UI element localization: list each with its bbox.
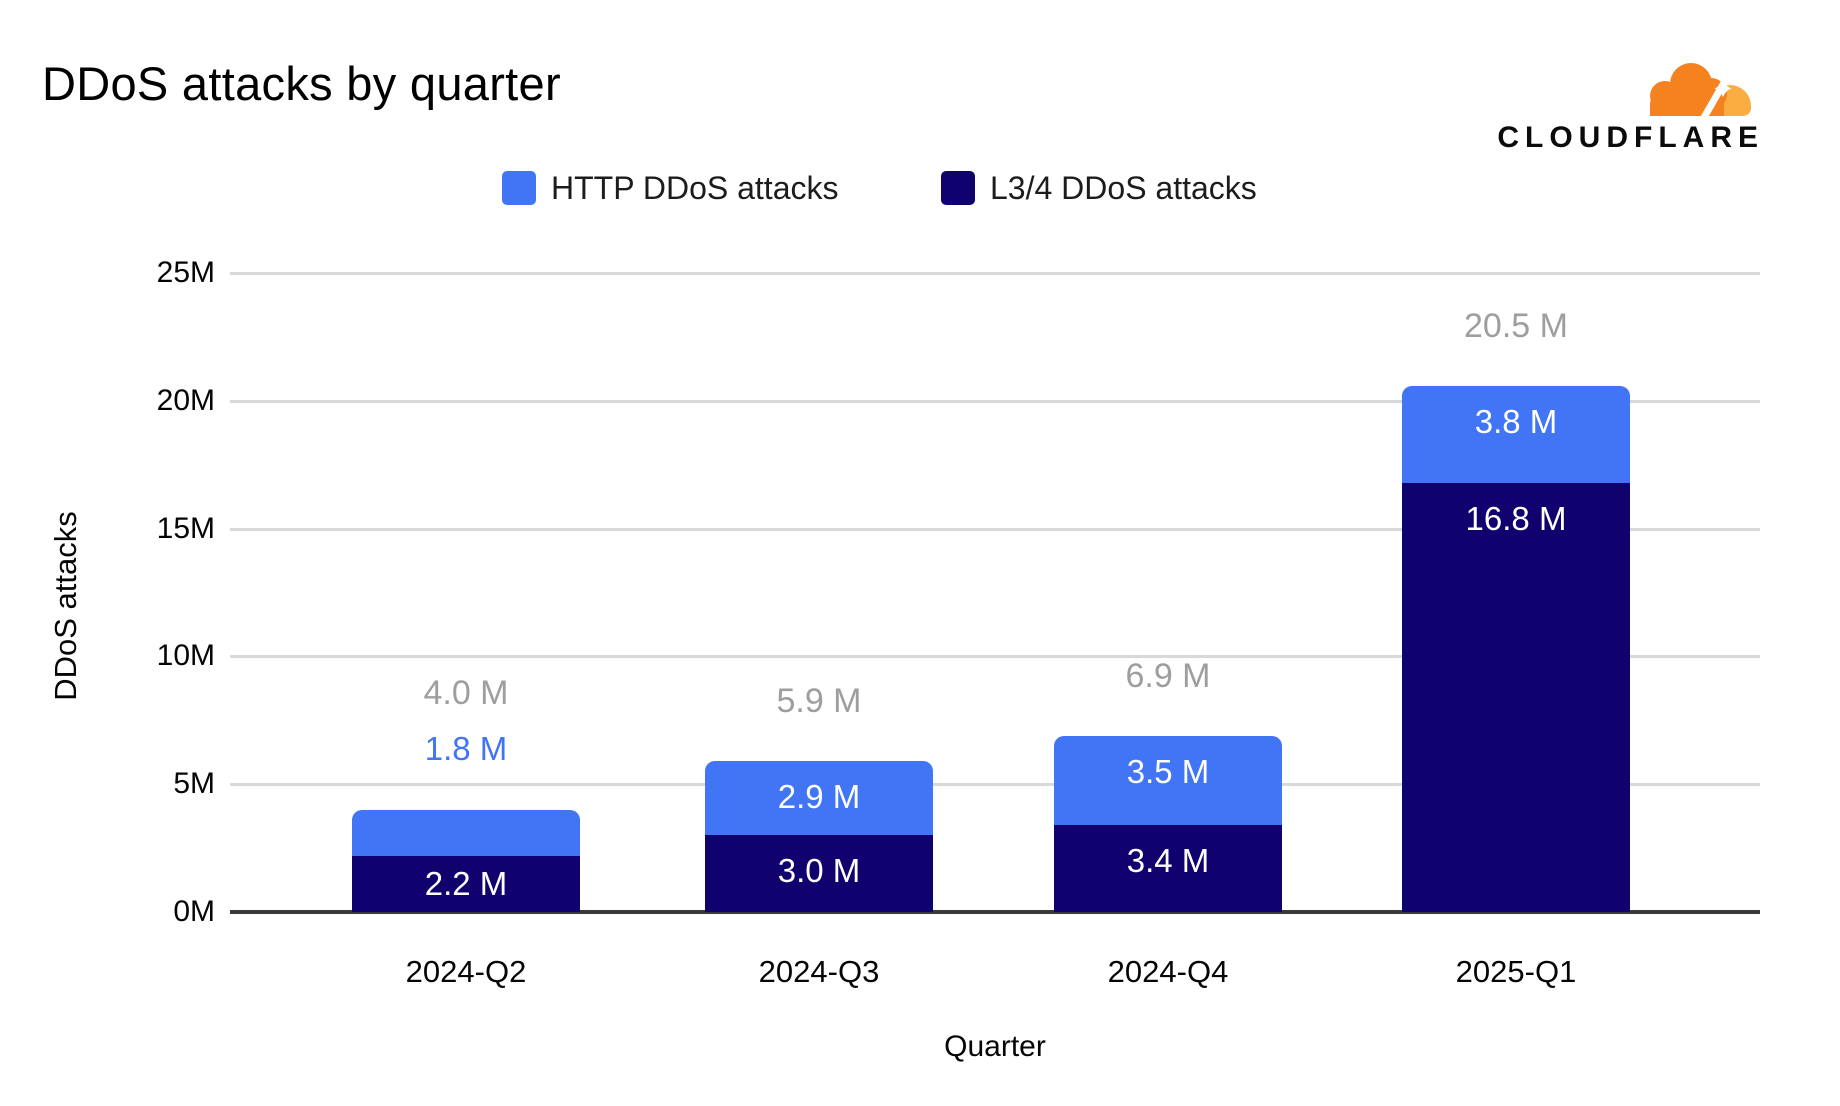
bar-value-label: 2.9 M <box>777 778 861 815</box>
gridline <box>230 783 1760 786</box>
bar-segment-http-2025-Q1 <box>1402 386 1630 483</box>
legend-label: L3/4 DDoS attacks <box>990 170 1257 206</box>
cloudflare-wordmark: CLOUDFLARE <box>1497 121 1764 154</box>
bar-segment-http-2024-Q4 <box>1054 736 1282 825</box>
legend-swatch-icon <box>502 171 536 205</box>
x-tick-label: 2024-Q4 <box>1107 954 1229 989</box>
bar-total-label: 6.9 M <box>1125 657 1211 695</box>
y-tick-label: 10M <box>156 639 215 672</box>
legend-label: HTTP DDoS attacks <box>551 170 839 206</box>
bar-segment-l34-2024-Q2 <box>352 856 580 912</box>
bar-total-label: 4.0 M <box>423 674 509 712</box>
x-tick-label: 2024-Q3 <box>758 954 880 989</box>
bar-total-label: 20.5 M <box>1464 307 1568 345</box>
x-tick-label: 2025-Q1 <box>1455 954 1577 989</box>
bar-total-label: 5.9 M <box>776 682 862 720</box>
gridline <box>230 655 1760 658</box>
legend-item-l34: L3/4 DDoS attacks <box>941 170 1257 206</box>
y-tick-label: 20M <box>156 384 215 417</box>
bar-value-label: 2.2 M <box>424 865 508 902</box>
bar-value-label: 3.5 M <box>1126 753 1210 790</box>
x-axis-title: Quarter <box>944 1030 1046 1063</box>
bar-value-label: 3.4 M <box>1126 842 1210 879</box>
x-axis-line <box>230 910 1760 914</box>
bar-segment-l34-2025-Q1 <box>1402 483 1630 912</box>
bar-value-label: 3.0 M <box>777 852 861 889</box>
bar-segment-http-2024-Q2 <box>352 810 580 856</box>
cloudflare-logo: CLOUDFLARE <box>1480 54 1758 155</box>
bar-segment-l34-2024-Q4 <box>1054 825 1282 912</box>
gridline <box>230 528 1760 531</box>
gridline <box>230 272 1760 275</box>
legend-swatch-icon <box>941 171 975 205</box>
y-tick-label: 25M <box>156 256 215 289</box>
bar-segment-l34-2024-Q3 <box>705 835 933 912</box>
y-tick-label: 0M <box>173 895 215 928</box>
bar-value-label-outside: 1.8 M <box>424 730 508 767</box>
cloudflare-cloud-icon <box>1650 63 1751 116</box>
y-tick-label: 15M <box>156 512 215 545</box>
bar-value-label: 16.8 M <box>1465 500 1567 537</box>
legend-item-http: HTTP DDoS attacks <box>502 170 838 206</box>
y-tick-label: 5M <box>173 767 215 800</box>
chart-title: DDoS attacks by quarter <box>42 57 561 110</box>
bar-segment-http-2024-Q3 <box>705 761 933 835</box>
bar-value-label: 3.8 M <box>1474 403 1558 440</box>
y-axis-title: DDoS attacks <box>48 511 83 701</box>
x-tick-label: 2024-Q2 <box>405 954 527 989</box>
gridline <box>230 400 1760 403</box>
